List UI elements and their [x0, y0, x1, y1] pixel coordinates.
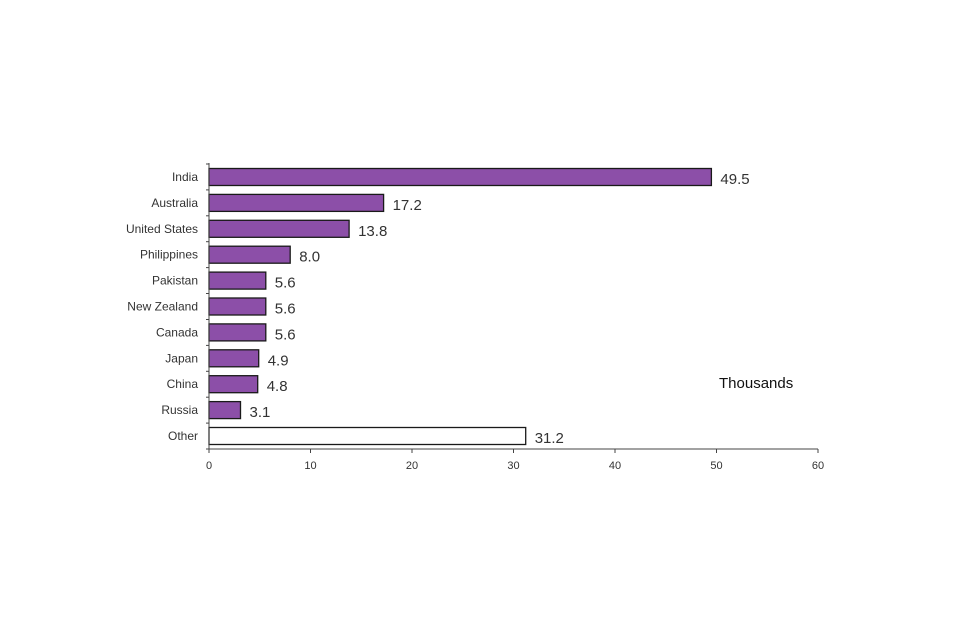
- bar-new-zealand: [208, 297, 267, 316]
- category-label: Other: [168, 429, 198, 443]
- x-tick-label: 0: [206, 460, 212, 472]
- category-label: Pakistan: [152, 274, 198, 288]
- x-tick-label: 10: [304, 460, 316, 472]
- value-label: 3.1: [250, 404, 271, 421]
- x-axis-ticks: 0 10 20 30 40 50 60: [206, 163, 824, 472]
- value-label: 5.6: [275, 301, 296, 318]
- category-label: India: [172, 170, 198, 184]
- category-label: New Zealand: [127, 300, 198, 314]
- bar-pakistan: [208, 271, 267, 290]
- x-tick-label: 20: [406, 460, 418, 472]
- value-label: 5.6: [275, 275, 296, 292]
- category-labels: India Australia United States Philippines Pa…: [126, 170, 198, 443]
- category-label: Japan: [165, 351, 198, 365]
- bar-philippines: [208, 245, 291, 264]
- unit-label: Thousands: [719, 375, 793, 392]
- category-label: China: [167, 377, 199, 391]
- bar-russia: [208, 400, 242, 420]
- bar-canada: [208, 323, 267, 342]
- value-label: 5.6: [275, 326, 296, 343]
- value-label: 4.8: [267, 378, 288, 395]
- value-label: 31.2: [535, 430, 564, 447]
- x-tick-label: 40: [609, 460, 621, 472]
- bar-united-states: [208, 219, 350, 238]
- bar-australia: [208, 193, 385, 213]
- value-labels: 49.517.213.88.05.65.65.64.94.83.131.2: [250, 171, 750, 447]
- bar-india: [208, 167, 713, 187]
- value-label: 17.2: [393, 197, 422, 214]
- category-label: Australia: [151, 196, 198, 210]
- category-label: United States: [126, 222, 198, 236]
- value-label: 4.9: [268, 352, 289, 369]
- x-tick-label: 50: [710, 460, 722, 472]
- value-label: 49.5: [720, 171, 749, 188]
- category-label: Philippines: [140, 248, 198, 262]
- value-label: 8.0: [299, 249, 320, 266]
- category-label: Russia: [161, 403, 198, 417]
- bar-other: [208, 426, 527, 446]
- x-tick-label: 60: [812, 460, 824, 472]
- bar-japan: [208, 349, 260, 368]
- category-label: Canada: [156, 325, 198, 339]
- bar-china: [208, 375, 259, 394]
- value-label: 13.8: [358, 223, 387, 240]
- x-tick-label: 30: [507, 460, 519, 472]
